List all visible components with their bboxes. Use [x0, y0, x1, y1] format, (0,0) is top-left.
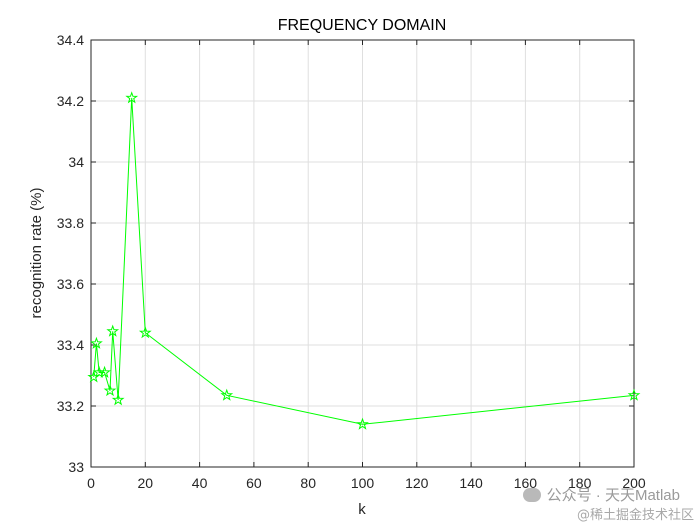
- x-tick-label: 180: [568, 475, 592, 491]
- watermark-source: @稀土掘金技术社区: [576, 508, 694, 523]
- y-tick-label: 34.4: [57, 32, 84, 48]
- x-axis: 0 20 40 60 80 100 120 140 160 180 200: [87, 40, 646, 491]
- watermark-text: 公众号 · 天天Matlab: [546, 487, 680, 504]
- data-point-marker: [220, 388, 234, 401]
- data-point-marker: [98, 365, 111, 378]
- x-tick-label: 0: [87, 475, 95, 491]
- x-tick-label: 120: [405, 475, 429, 491]
- y-tick-label: 33.6: [57, 276, 84, 292]
- watermark: 公众号 · 天天Matlab: [522, 484, 680, 505]
- y-tick-label: 33.2: [57, 398, 84, 414]
- y-tick-label: 33.8: [57, 215, 84, 231]
- plot-area: 0 20 40 60 80 100 120 140 160 180 200 3333.233.433…: [57, 32, 646, 491]
- data-point-marker: [90, 336, 103, 349]
- y-tick-label: 33: [68, 459, 84, 475]
- data-point-marker: [111, 393, 125, 406]
- series-group: [87, 91, 641, 430]
- x-tick-label: 40: [192, 475, 208, 491]
- wechat-icon: [522, 487, 541, 502]
- x-tick-label: 140: [459, 475, 483, 491]
- data-point-marker: [356, 417, 369, 430]
- data-point-marker: [103, 384, 117, 397]
- y-tick-label: 34: [68, 154, 84, 170]
- y-axis-label: recognition rate (%): [28, 188, 45, 319]
- x-tick-label: 20: [138, 475, 154, 491]
- x-tick-label: 100: [351, 475, 375, 491]
- chart-title: FREQUENCY DOMAIN: [278, 17, 447, 34]
- grid-lines: [91, 40, 634, 467]
- x-tick-label: 60: [246, 475, 262, 491]
- x-tick-label: 160: [514, 475, 538, 491]
- data-point-marker: [106, 324, 120, 337]
- data-point-marker: [138, 326, 152, 339]
- y-tick-label: 33.4: [57, 337, 84, 353]
- x-tick-label: 200: [622, 475, 646, 491]
- data-point-marker: [627, 388, 641, 401]
- data-point-marker: [125, 91, 139, 104]
- x-tick-label: 80: [300, 475, 316, 491]
- y-axis: 33 33.2 33.4 33.6 33.8 34 34.2 34.4: [57, 32, 634, 475]
- x-axis-label: k: [358, 501, 366, 518]
- y-tick-label: 34.2: [57, 93, 84, 109]
